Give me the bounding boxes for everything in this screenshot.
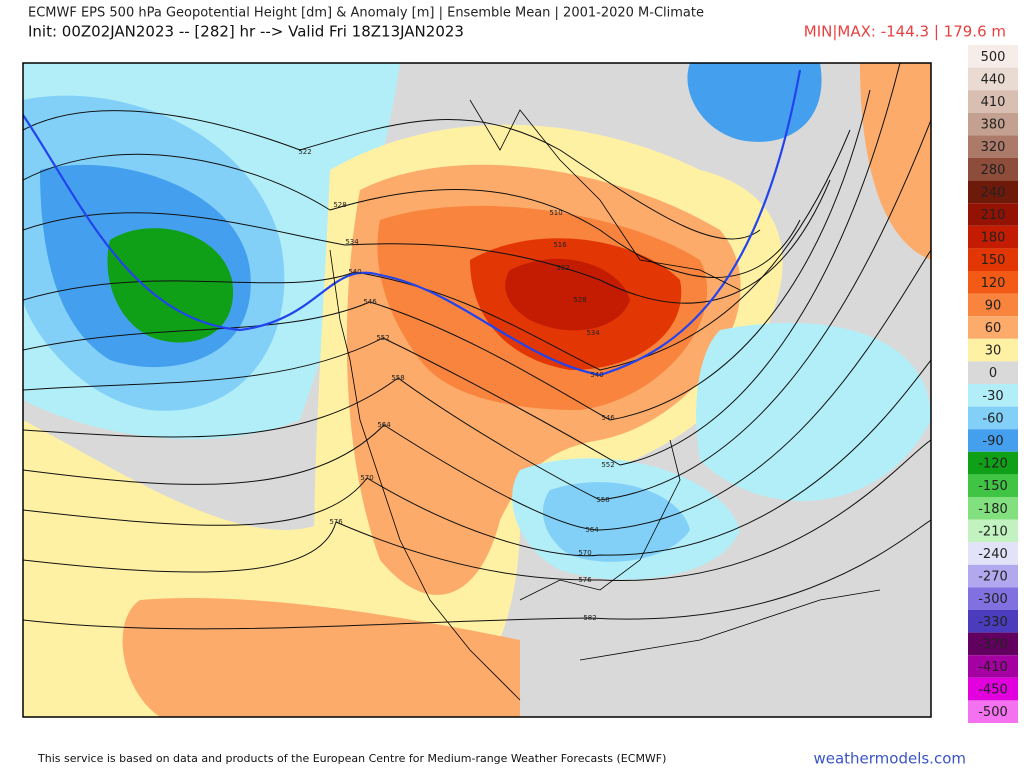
- colorbar-label: 240: [981, 185, 1006, 200]
- contour-label: 558: [596, 496, 609, 504]
- map: [23, 63, 931, 717]
- colorbar-label: -180: [978, 502, 1008, 517]
- contour-label: 540: [348, 268, 361, 276]
- contour-label: 552: [601, 461, 614, 469]
- colorbar-swatch: [968, 406, 1018, 430]
- colorbar-swatch: [968, 293, 1018, 317]
- colorbar-label: 500: [981, 50, 1006, 65]
- contour-labels: 522 528 534 540 546 552 558 564 570 576 510 516 522 5…: [298, 148, 615, 622]
- colorbar-label: 30: [985, 344, 1002, 359]
- min-max: MIN|MAX: -144.3 | 179.6 m: [804, 23, 1006, 41]
- colorbar-label: 60: [985, 321, 1002, 336]
- colorbar-swatch: [968, 67, 1018, 91]
- colorbar-swatch: [968, 203, 1018, 226]
- colorbar-label: 280: [981, 163, 1006, 178]
- colorbar-swatch: [968, 700, 1018, 723]
- colorbar-label: 120: [981, 276, 1006, 291]
- contour-label: 570: [360, 474, 373, 482]
- colorbar-swatch: [968, 271, 1018, 294]
- init-line: Init: 00Z02JAN2023 -- [282] hr --> Valid…: [28, 23, 464, 41]
- colorbar-label: 150: [981, 253, 1006, 268]
- contour-label: 564: [585, 526, 599, 534]
- colorbar-label: -370: [978, 637, 1008, 652]
- contour-label: 558: [391, 374, 404, 382]
- colorbar-label: -90: [982, 434, 1003, 449]
- colorbar-swatch: [968, 587, 1018, 610]
- colorbar-label: 440: [981, 72, 1006, 87]
- contour-label: 540: [590, 371, 603, 379]
- brand[interactable]: weathermodels.com: [813, 750, 966, 768]
- title: ECMWF EPS 500 hPa Geopotential Height [d…: [28, 6, 704, 21]
- contour-label: 546: [601, 414, 615, 422]
- colorbar-swatch: [968, 655, 1018, 678]
- colorbar-swatch: [968, 610, 1018, 633]
- colorbar-swatch: [968, 225, 1018, 249]
- colorbar-swatch: [968, 497, 1018, 520]
- contour-label: 522: [556, 264, 569, 272]
- colorbar-label: 410: [981, 95, 1006, 110]
- contour-label: 528: [573, 296, 586, 304]
- contour-label: 510: [549, 209, 562, 217]
- contour-label: 534: [586, 329, 600, 337]
- colorbar-label: -210: [978, 524, 1008, 539]
- colorbar-swatch: [968, 564, 1018, 588]
- colorbar-swatch: [968, 316, 1018, 339]
- contour-label: 552: [376, 334, 389, 342]
- colorbar-label: -270: [978, 570, 1008, 585]
- footer-notice: This service is based on data and produc…: [37, 752, 666, 765]
- colorbar-swatch: [968, 158, 1018, 181]
- colorbar-label: 0: [989, 366, 997, 381]
- colorbar-label: 180: [981, 231, 1006, 246]
- contour-label: 528: [333, 201, 346, 209]
- colorbar-swatch: [968, 45, 1018, 68]
- colorbar-swatch: [968, 248, 1018, 271]
- contour-label: 576: [329, 518, 343, 526]
- colorbar-label: 380: [981, 118, 1006, 133]
- contour-label: 582: [583, 614, 596, 622]
- colorbar-label: 210: [981, 208, 1006, 223]
- colorbar-swatch: [968, 451, 1018, 475]
- contour-label: 516: [553, 241, 567, 249]
- colorbar-swatch: [968, 542, 1018, 565]
- colorbar-label: -410: [978, 660, 1008, 675]
- colorbar-swatch: [968, 338, 1018, 362]
- colorbar-label: 320: [981, 140, 1006, 155]
- colorbar-label: -30: [982, 389, 1003, 404]
- colorbar-swatch: [968, 180, 1018, 204]
- colorbar-label: -450: [978, 683, 1008, 698]
- colorbar-swatch: [968, 361, 1018, 384]
- colorbar: 500 440 410 380 320 280 240 210 180 150 120 90 60 30 0…: [968, 45, 1018, 723]
- contour-label: 534: [345, 238, 359, 246]
- colorbar-swatch: [968, 135, 1018, 158]
- colorbar-swatch: [968, 90, 1018, 113]
- contour-label: 564: [377, 421, 391, 429]
- colorbar-swatch: [968, 632, 1018, 656]
- colorbar-swatch: [968, 474, 1018, 497]
- colorbar-label: -240: [978, 547, 1008, 562]
- colorbar-swatch: [968, 429, 1018, 452]
- colorbar-swatch: [968, 519, 1018, 543]
- colorbar-label: -150: [978, 479, 1008, 494]
- contour-label: 522: [298, 148, 311, 156]
- colorbar-label: -330: [978, 615, 1008, 630]
- map-frame: [22, 62, 932, 718]
- colorbar-label: -500: [978, 705, 1008, 720]
- contour-label: 576: [578, 576, 592, 584]
- colorbar-label: 90: [985, 298, 1002, 313]
- colorbar-swatch: [968, 384, 1018, 407]
- colorbar-label: -120: [978, 457, 1008, 472]
- colorbar-label: -300: [978, 592, 1008, 607]
- colorbar-swatch: [968, 677, 1018, 701]
- colorbar-label: -60: [982, 411, 1003, 426]
- contour-label: 546: [363, 298, 377, 306]
- colorbar-swatch: [968, 112, 1018, 136]
- contour-label: 570: [578, 549, 591, 557]
